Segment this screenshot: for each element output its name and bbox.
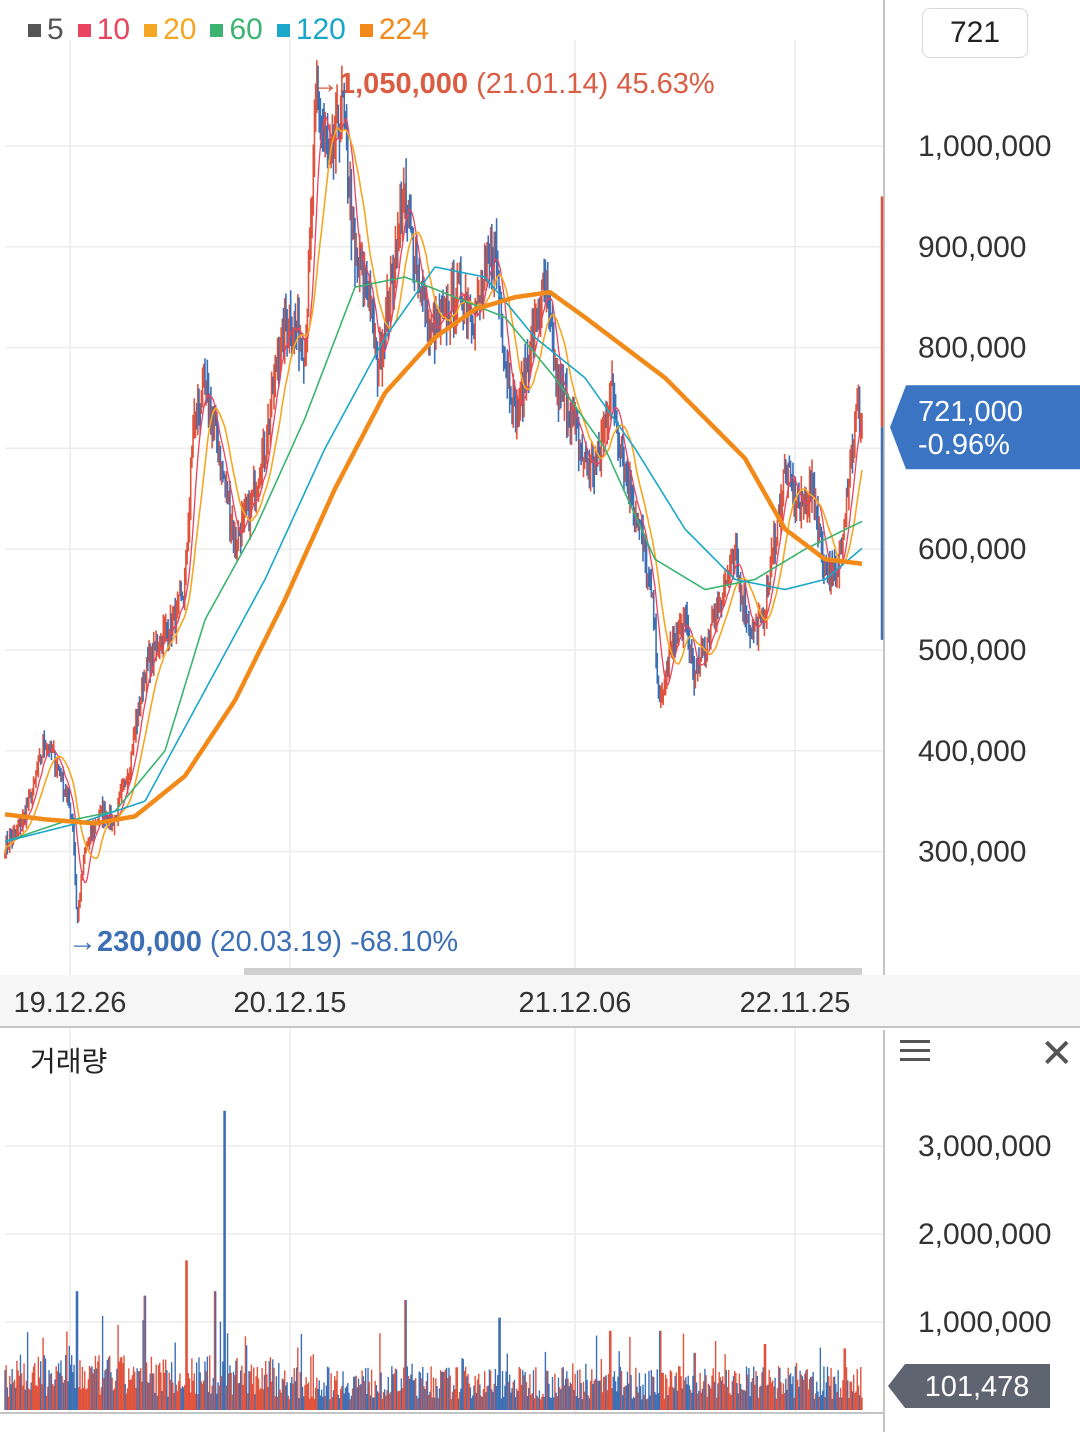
current-price-label: 721,000 [918, 396, 1023, 428]
price-tick-label: 1,000,000 [918, 130, 1051, 163]
legend-item-60[interactable]: 60 [210, 12, 263, 48]
volume-bars-layer [4, 1110, 863, 1410]
volume-panel-title: 거래량 [30, 1045, 108, 1078]
ma-60-line [4, 276, 863, 843]
min-price-annotation-arrow: → [68, 926, 97, 958]
legend-label-20: 20 [163, 13, 197, 46]
date-tick-label: 20.12.15 [234, 987, 347, 1019]
close-icon[interactable]: ✕ [1040, 1032, 1074, 1076]
legend-item-20[interactable]: 20 [144, 12, 196, 48]
current-volume-badge [888, 1364, 1050, 1408]
max-price-annotation-arrow: → [310, 68, 339, 100]
legend-label-10: 10 [96, 13, 131, 46]
legend-item-10[interactable]: 10 [77, 12, 131, 48]
price-tick-label: 300,000 [918, 836, 1026, 869]
legend-label-120: 120 [295, 13, 346, 46]
max-price-annotation-price: 1,050,000 [339, 68, 468, 100]
price-tick-label: 800,000 [918, 332, 1026, 365]
candle-count-box[interactable]: 721 [922, 8, 1028, 58]
max-price-annotation: →1,050,000 (21.01.14) 45.63% [310, 68, 715, 100]
current-price-badge [890, 385, 1080, 470]
price-tick-label: 600,000 [918, 533, 1026, 566]
ma-120-line [4, 266, 863, 843]
legend-item-224[interactable]: 224 [359, 12, 429, 48]
price-tick-label: 400,000 [918, 735, 1026, 768]
legend-swatch-120 [276, 23, 290, 37]
legend: 5 10 20 60 120 224 [28, 12, 429, 48]
date-tick-label: 22.11.25 [740, 987, 851, 1019]
date-tick-label: 21.12.06 [519, 987, 632, 1019]
max-price-annotation-detail: (21.01.14) 45.63% [468, 68, 715, 100]
scrollbar-thumb [244, 968, 862, 975]
legend-label-60: 60 [229, 13, 263, 46]
moving-average-layer [3, 116, 864, 884]
legend-item-5[interactable]: 5 [28, 12, 64, 48]
candles-layer [4, 60, 863, 924]
menu-icon[interactable] [900, 1040, 930, 1068]
volume-tick-label: 3,000,000 [918, 1130, 1051, 1163]
date-tick-label: 19.12.26 [14, 987, 127, 1019]
axis-labels-layer: 1,000,000 900,000 800,000 600,000 500,000 400… [14, 130, 1080, 1408]
price-tick-label: 500,000 [918, 634, 1026, 667]
legend-label-5: 5 [47, 13, 64, 46]
ma-20-line [4, 127, 863, 860]
legend-swatch-20 [144, 23, 158, 37]
ma-224-line [3, 290, 864, 826]
legend-swatch-224 [359, 23, 373, 37]
min-price-annotation-price: 230,000 [97, 926, 202, 958]
min-price-annotation-detail: (20.03.19) -68.10% [202, 926, 458, 958]
annotation-layer: →1,050,000 (21.01.14) 45.63%→230,000 (20… [68, 68, 715, 958]
current-volume-label: 101,478 [925, 1371, 1030, 1403]
volume-tick-label: 1,000,000 [918, 1306, 1051, 1339]
legend-swatch-5 [28, 23, 41, 37]
min-price-annotation: →230,000 (20.03.19) -68.10% [68, 926, 458, 958]
x-axis-band [0, 975, 1080, 1027]
legend-swatch-60 [210, 23, 224, 37]
volume-tick-label: 2,000,000 [918, 1218, 1051, 1251]
legend-swatch-10 [77, 23, 91, 37]
legend-item-120[interactable]: 120 [276, 12, 346, 48]
price-tick-label: 900,000 [918, 231, 1026, 264]
legend-label-224: 224 [378, 13, 429, 46]
current-change-label: -0.96% [918, 429, 1010, 461]
ma-10-line [4, 116, 863, 884]
